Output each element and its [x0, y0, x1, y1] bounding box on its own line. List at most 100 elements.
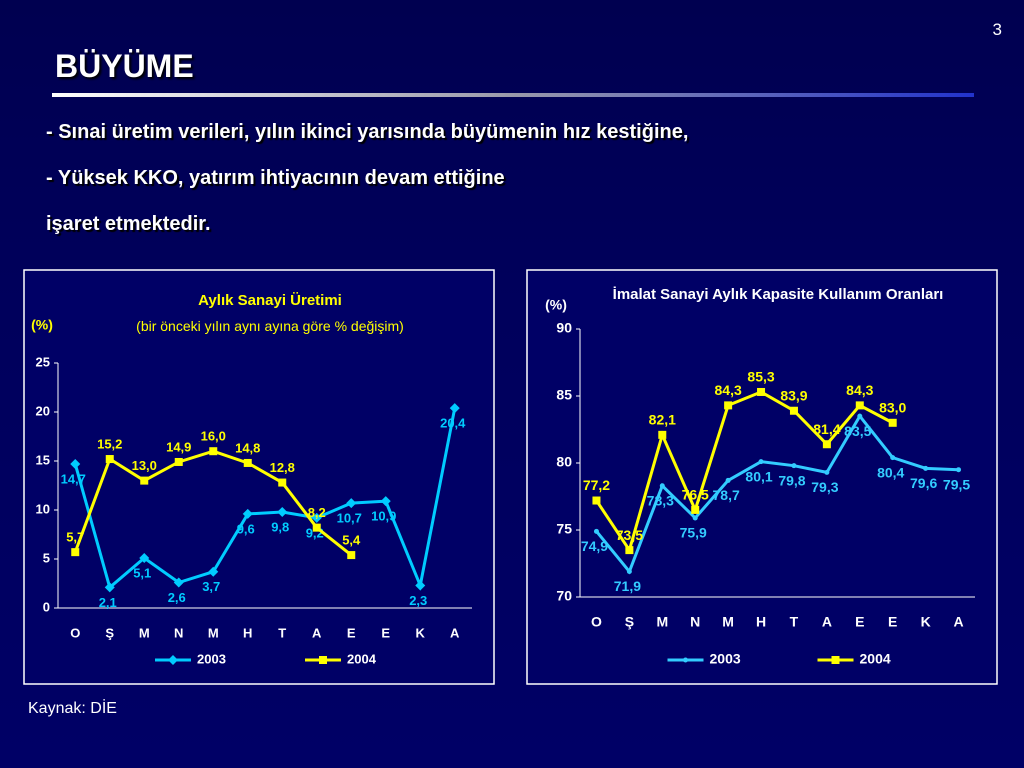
marker [725, 477, 731, 483]
y-tick-label: 25 [36, 354, 50, 369]
data-label: 84,3 [715, 382, 742, 398]
y-axis-label: (%) [31, 317, 53, 333]
data-label: 81,4 [813, 421, 840, 437]
marker [70, 458, 81, 469]
chart-subtitle: (bir önceki yılın aynı ayına göre % deği… [136, 318, 404, 334]
data-label: 77,2 [583, 477, 610, 493]
marker [168, 655, 178, 665]
y-tick-label: 70 [556, 588, 572, 604]
marker [691, 505, 700, 514]
bullet: - Yüksek KKO, yatırım ihtiyacının devam … [46, 167, 505, 189]
marker [209, 447, 218, 456]
data-label: 10,9 [371, 509, 396, 524]
data-label: 14,7 [61, 471, 86, 486]
marker [380, 496, 391, 507]
data-label: 16,0 [201, 429, 226, 444]
slide-title: BÜYÜME [55, 48, 194, 84]
marker [449, 403, 460, 414]
data-label: 79,6 [910, 475, 937, 491]
legend-label: 2003 [710, 651, 741, 667]
marker [173, 577, 184, 588]
x-tick-label: E [855, 614, 864, 630]
data-label: 5,7 [66, 530, 84, 545]
chart-title: İmalat Sanayi Aylık Kapasite Kullanım Or… [612, 286, 944, 303]
data-label: 79,3 [811, 479, 838, 495]
data-label: 82,1 [649, 412, 676, 428]
data-label: 10,7 [337, 511, 362, 526]
data-label: 83,9 [780, 387, 807, 403]
marker [319, 656, 327, 664]
y-tick-label: 15 [36, 452, 50, 467]
x-tick-label: T [278, 625, 286, 640]
x-tick-label: A [822, 614, 832, 630]
marker [625, 546, 634, 555]
marker [415, 580, 426, 591]
x-tick-label: M [722, 614, 734, 630]
y-tick-label: 85 [556, 387, 572, 403]
marker [312, 523, 321, 532]
marker [692, 515, 698, 521]
marker [855, 401, 864, 410]
series-line [595, 390, 894, 554]
marker [888, 418, 897, 427]
marker [174, 457, 183, 466]
marker [593, 528, 599, 534]
marker [139, 553, 150, 564]
data-label: 2,1 [99, 595, 117, 610]
data-label: 76,5 [682, 487, 709, 503]
chart-panel [526, 269, 998, 685]
data-label: 9,8 [271, 519, 289, 534]
bullet: işaret etmektedir. [46, 213, 211, 235]
marker [140, 476, 149, 485]
data-label: 12,8 [270, 460, 295, 475]
marker [659, 483, 665, 489]
y-tick-label: 75 [556, 521, 572, 537]
page-number: 3 [992, 20, 1002, 39]
x-tick-label: A [450, 625, 460, 640]
marker [724, 401, 733, 410]
legend-label: 2004 [347, 651, 377, 666]
x-tick-label: K [921, 614, 931, 630]
x-tick-label: M [208, 625, 219, 640]
data-label: 9,6 [237, 521, 255, 536]
data-label: 20,4 [440, 416, 466, 431]
x-tick-label: O [591, 614, 602, 630]
data-label: 80,1 [745, 468, 772, 484]
marker [890, 455, 896, 461]
data-label: 79,5 [943, 476, 970, 492]
x-tick-label: O [70, 625, 80, 640]
series-line [73, 407, 457, 591]
marker [956, 467, 962, 473]
marker [592, 496, 601, 505]
marker [822, 440, 831, 449]
x-tick-label: N [690, 614, 700, 630]
marker [683, 657, 688, 663]
x-tick-label: Ş [105, 625, 114, 640]
x-tick-label: N [174, 625, 183, 640]
marker [791, 463, 797, 469]
marker [824, 469, 830, 475]
data-label: 75,9 [680, 525, 707, 541]
series-line [595, 413, 959, 575]
x-tick-label: E [347, 625, 356, 640]
data-label: 2,6 [168, 590, 186, 605]
data-label: 15,2 [97, 436, 122, 451]
y-tick-label: 90 [556, 320, 572, 336]
data-label: 74,9 [581, 538, 608, 554]
marker [277, 506, 288, 517]
marker [658, 430, 667, 439]
x-tick-label: E [888, 614, 897, 630]
y-tick-label: 5 [43, 550, 50, 565]
x-tick-label: Ş [625, 614, 634, 630]
data-label: 71,9 [614, 578, 641, 594]
marker [71, 548, 80, 557]
x-tick-label: H [756, 614, 766, 630]
x-tick-label: K [416, 625, 426, 640]
marker [347, 551, 356, 560]
marker [104, 582, 115, 593]
x-tick-label: M [139, 625, 150, 640]
data-label: 3,7 [202, 579, 220, 594]
legend-label: 2003 [197, 651, 226, 666]
source: Kaynak: DİE [28, 700, 117, 717]
